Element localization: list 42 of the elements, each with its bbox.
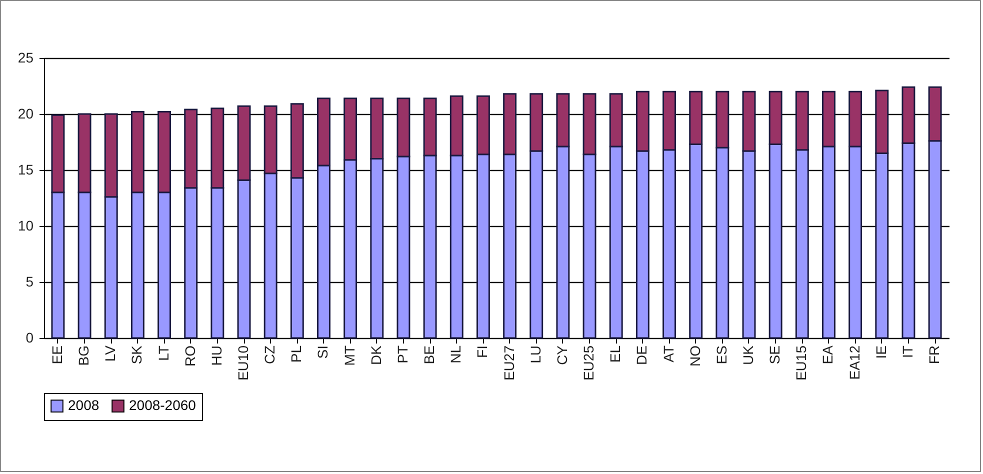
x-tick-label: DK [368, 344, 384, 365]
x-tick-label: EU15 [793, 345, 810, 381]
x-tick-label: EA [820, 344, 836, 364]
x-tick-label: BE [421, 346, 438, 364]
x-tick-label: CZ [262, 345, 278, 364]
x-tick-label: LV [102, 344, 118, 362]
x-tick-label: AT [660, 345, 676, 362]
x-tick-label: FR [926, 346, 942, 364]
x-tick-label: PL [288, 345, 304, 363]
x-tick-label: CY [554, 344, 570, 365]
x-tick-label: EL [607, 345, 624, 363]
x-tick-label: ES [713, 346, 730, 364]
x-tick-label: SI [314, 346, 331, 359]
x-tick-label: DE [634, 346, 650, 365]
x-tick-label: LU [527, 346, 544, 364]
y-tick-label: 25 [18, 50, 34, 66]
x-tick-label: UK [740, 344, 756, 365]
x-tick-label: LT [155, 345, 172, 361]
x-tick-label: EU25 [580, 345, 597, 381]
x-tick-label: EU27 [500, 345, 517, 381]
x-tick-label: EU10 [235, 345, 252, 381]
x-tick-label: IT [899, 345, 916, 358]
y-tick-label: 0 [26, 330, 34, 346]
x-tick-label: NO [686, 345, 703, 366]
x-tick-label: PT [394, 345, 410, 364]
x-tick-label: SE [766, 346, 783, 364]
x-tick-label: EE [48, 346, 65, 364]
x-tick-label: RO [182, 345, 198, 366]
x-tick-label: SK [128, 344, 145, 364]
legend-label: 2008-2060 [129, 397, 196, 414]
x-tick-label: BG [76, 346, 92, 366]
x-tick-label: IE [872, 346, 889, 359]
x-tick-label: FI [474, 346, 490, 358]
x-tick-label: EA12 [846, 345, 862, 380]
x-tick-label: HU [208, 346, 224, 366]
x-tick-label: NL [448, 345, 464, 364]
x-tick-label: MT [341, 345, 358, 366]
legend-label: 2008 [68, 397, 100, 414]
y-tick-label: 15 [18, 162, 34, 178]
y-tick-label: 5 [26, 274, 34, 290]
y-tick-label: 20 [18, 106, 34, 122]
y-tick-label: 10 [18, 218, 34, 234]
